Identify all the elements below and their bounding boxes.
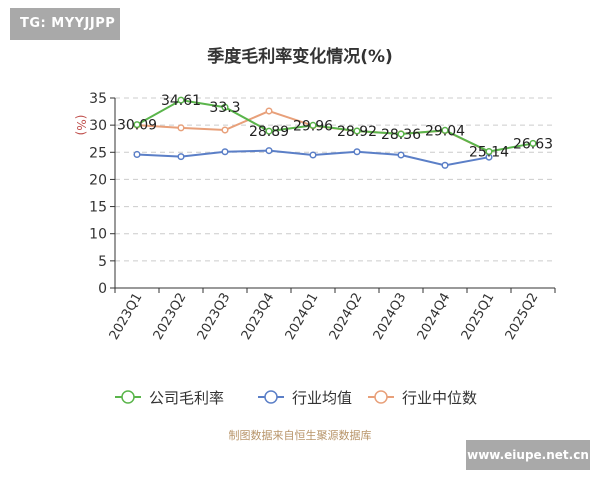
data-point	[133, 121, 141, 129]
y-tick-label: 15	[89, 200, 107, 216]
data-point	[177, 124, 185, 132]
chart-title: 季度毛利率变化情况(%)	[207, 47, 393, 67]
legend-label: 公司毛利率	[149, 389, 224, 407]
data-point	[177, 96, 185, 104]
data-label: 29.04	[425, 123, 465, 139]
y-axis-label: (%)	[74, 115, 88, 136]
y-tick-label: 5	[98, 254, 107, 270]
data-point	[441, 161, 449, 169]
x-tick-label: 2025Q1	[459, 291, 498, 343]
data-point	[353, 127, 361, 135]
data-label: 34.61	[161, 93, 201, 109]
data-point	[309, 121, 317, 129]
x-tick-label: 2023Q2	[151, 291, 190, 343]
data-point	[265, 107, 273, 115]
x-tick-label: 2023Q4	[239, 291, 278, 343]
x-tick-label: 2023Q3	[195, 291, 234, 343]
legend-label: 行业中位数	[402, 389, 477, 407]
y-tick-label: 10	[89, 227, 107, 243]
legend-marker	[121, 390, 135, 404]
data-point	[221, 126, 229, 134]
data-point	[397, 130, 405, 138]
data-label: 28.36	[381, 127, 421, 143]
data-point	[221, 103, 229, 111]
legend-marker	[374, 390, 388, 404]
data-point	[441, 126, 449, 134]
y-tick-label: 0	[98, 281, 107, 297]
data-point	[265, 127, 273, 135]
data-label: 33.3	[209, 100, 240, 116]
y-tick-label: 20	[89, 172, 107, 188]
x-tick-label: 2024Q4	[415, 291, 454, 343]
x-tick-label: 2024Q3	[371, 291, 410, 343]
data-point	[485, 147, 493, 156]
x-tick-label: 2023Q1	[107, 291, 146, 343]
data-label: 29.96	[293, 118, 333, 134]
x-tick-label: 2024Q2	[327, 291, 366, 343]
data-point	[397, 151, 405, 159]
x-tick-label: 2025Q2	[503, 291, 542, 343]
data-label: 28.89	[249, 124, 289, 140]
data-point	[221, 148, 229, 156]
data-point	[529, 139, 537, 147]
data-label: 30.09	[117, 118, 157, 134]
watermark-site: www.eiupe.net.cn	[466, 440, 590, 470]
y-tick-label: 25	[89, 145, 107, 161]
legend-marker	[264, 390, 278, 404]
data-point	[133, 150, 141, 159]
watermark-tag: TG: MYYJJPP	[10, 8, 120, 40]
data-label: 26.63	[513, 136, 553, 152]
data-point	[265, 147, 273, 155]
source-note: 制图数据来自恒生聚源数据库	[228, 429, 372, 442]
y-tick-label: 35	[89, 91, 107, 107]
x-tick-label: 2024Q1	[283, 291, 322, 343]
y-tick-label: 30	[89, 118, 107, 134]
data-point	[353, 148, 361, 156]
data-point	[309, 151, 317, 159]
data-point	[177, 153, 185, 161]
series-line	[136, 99, 534, 153]
data-label: 28.92	[337, 124, 377, 140]
data-label: 25.14	[469, 145, 509, 161]
legend-label: 行业均值	[292, 389, 352, 407]
